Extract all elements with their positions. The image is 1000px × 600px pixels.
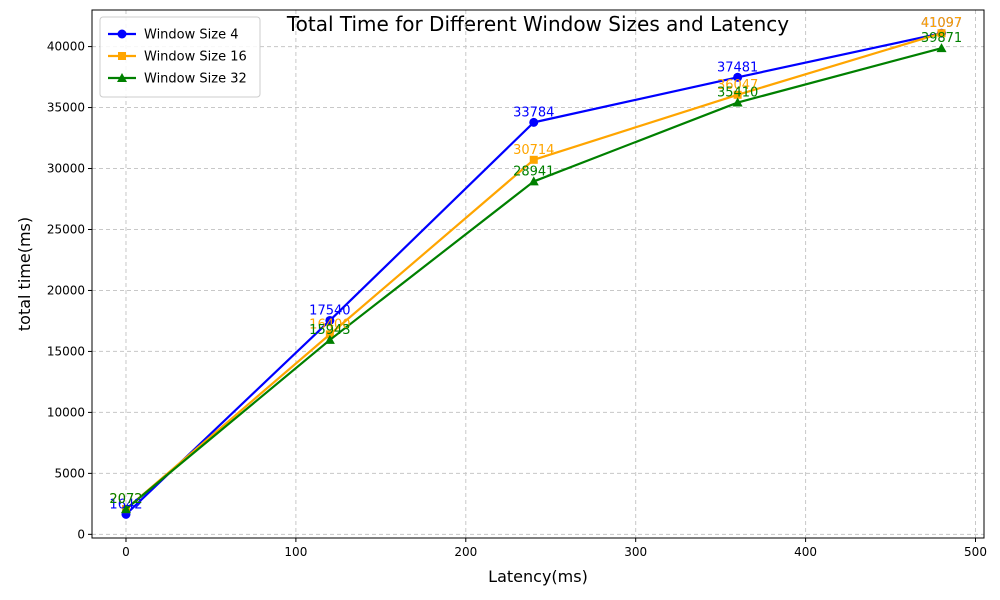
data-point-triangle <box>120 504 131 514</box>
legend-box <box>99 16 261 98</box>
legend-entry-label: Window Size 16 <box>144 50 247 65</box>
chart-title: Total Time for Different Window Sizes an… <box>286 12 789 36</box>
data-label: 33784 <box>513 105 554 120</box>
x-axis-label: Latency(ms) <box>488 567 588 586</box>
data-labels: 1642 17540 33784 37481 41097 2072 16400 30714 36… <box>109 16 962 512</box>
data-label: 2072 <box>109 492 142 507</box>
data-label: 30714 <box>513 143 554 158</box>
y-tick-label: 15000 <box>47 344 85 358</box>
data-point-triangle <box>936 43 947 53</box>
legend-marker-square <box>118 52 126 60</box>
data-label: 17540 <box>309 303 350 318</box>
plot-frame <box>91 9 985 539</box>
y-tick-label: 35000 <box>47 101 85 115</box>
data-point-square <box>733 90 742 99</box>
data-label: 41097 <box>921 16 962 31</box>
data-point-circle <box>325 315 335 325</box>
data-label: 16400 <box>309 317 350 332</box>
y-tick-label: 10000 <box>47 405 85 419</box>
data-label: 1642 <box>109 497 142 512</box>
legend: Window Size 4 Window Size 16 Window Size 3… <box>99 16 261 98</box>
y-tick-label: 20000 <box>47 283 85 297</box>
data-point-square <box>529 155 538 164</box>
data-point-triangle <box>528 176 539 186</box>
legend-entry-label: Window Size 4 <box>144 28 238 43</box>
data-point-triangle <box>732 97 743 107</box>
data-point-circle <box>529 117 539 127</box>
y-axis-label: total time(ms) <box>15 217 34 331</box>
data-point-circle <box>733 72 743 82</box>
data-point-triangle <box>324 334 335 344</box>
y-tick-label: 5000 <box>54 466 85 480</box>
y-tick-label: 25000 <box>47 222 85 236</box>
x-axis-ticks: 0 100 200 300 400 500 <box>122 538 987 559</box>
x-tick-label: 400 <box>794 545 817 559</box>
y-axis-ticks: 0 5000 10000 15000 20000 25000 30000 35000 40000 <box>47 40 92 541</box>
legend-marker-triangle <box>117 73 127 82</box>
y-tick-label: 40000 <box>47 40 85 54</box>
data-label: 36047 <box>717 78 758 93</box>
legend-entry-label: Window Size 32 <box>144 72 247 87</box>
data-label: 41097 <box>921 16 962 31</box>
x-tick-label: 0 <box>122 545 130 559</box>
data-point-square <box>325 330 334 339</box>
x-tick-label: 300 <box>624 545 647 559</box>
data-label: 39871 <box>921 31 962 46</box>
x-tick-label: 500 <box>964 545 987 559</box>
y-tick-label: 0 <box>77 527 85 541</box>
data-label: 28941 <box>513 164 554 179</box>
grid <box>92 10 984 538</box>
data-point-square <box>937 29 946 38</box>
data-label: 15943 <box>309 323 350 338</box>
x-tick-label: 200 <box>454 545 477 559</box>
series-group <box>120 28 947 519</box>
data-label: 35410 <box>717 86 758 101</box>
data-label: 37481 <box>717 60 758 75</box>
y-tick-label: 30000 <box>47 162 85 176</box>
x-tick-label: 100 <box>284 545 307 559</box>
data-label: 2072 <box>109 492 142 507</box>
legend-marker-circle <box>117 29 127 39</box>
